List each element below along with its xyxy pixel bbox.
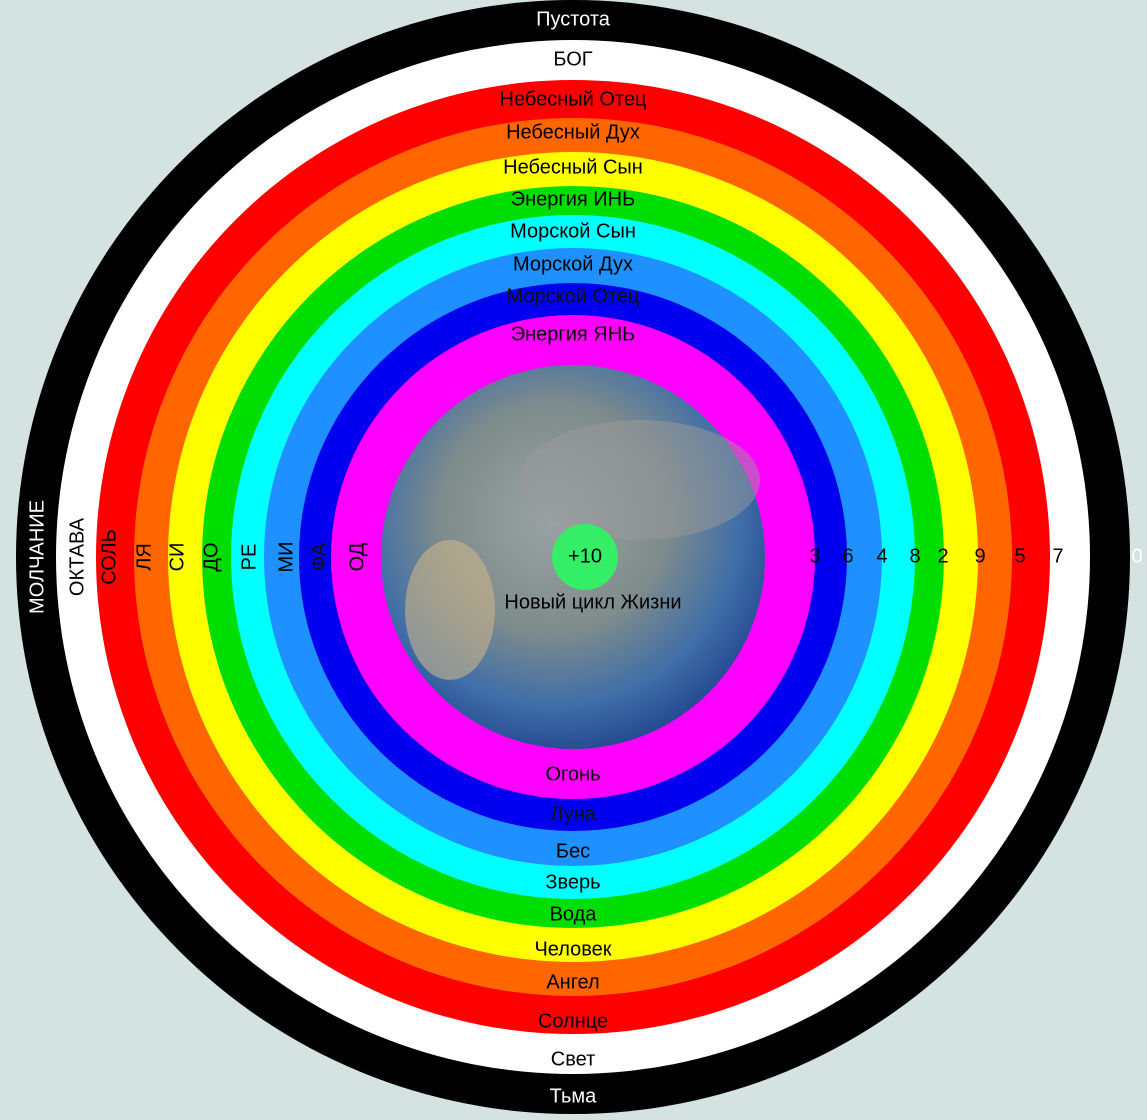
ring-right-label: 8: [909, 545, 920, 567]
earth-land: [520, 420, 760, 540]
ring-bottom-label: Человек: [534, 938, 611, 960]
ring-left-label: ЛЯ: [133, 543, 155, 571]
ring-right-label: 1: [1092, 545, 1103, 567]
ring-left-label: ОД: [346, 542, 368, 571]
ring-top-label: Пустота: [536, 8, 611, 30]
labels: Пустота Тьма МОЛЧАНИЕ 0 БОГ Свет ОКТАВА 1 Небесн…: [26, 8, 1142, 1107]
ring-top-label: Морской Дух: [513, 253, 633, 275]
ring-left-label: ФА: [308, 542, 330, 571]
ring-bottom-label: Луна: [550, 803, 596, 825]
ring-right-label: 3: [809, 545, 820, 567]
center-badge: [552, 524, 618, 590]
ring-bottom-label: Бес: [556, 840, 590, 862]
ring-bottom-label: Вода: [550, 903, 598, 925]
ring-bottom-label: Огонь: [546, 763, 601, 785]
ring-left-label: МИ: [275, 541, 297, 572]
ring-top-label: Небесный Отец: [500, 88, 647, 110]
ring-left-label: ОКТАВА: [66, 517, 88, 596]
center-caption: Новый цикл Жизни: [504, 591, 681, 613]
ring-right-label: 6: [842, 545, 853, 567]
ring-top-label: Энергия ЯНЬ: [511, 323, 636, 345]
ring-left-label: РЕ: [238, 544, 260, 571]
ring-left-label: МОЛЧАНИЕ: [26, 500, 48, 614]
ring-right-label: 7: [1052, 545, 1063, 567]
ring-top-label: Морской Отец: [506, 285, 639, 307]
earth-land: [405, 540, 495, 680]
ring-top-label: Энергия ИНЬ: [511, 188, 635, 210]
ring-top-label: Небесный Сын: [503, 156, 643, 178]
ring-right-label: 5: [1014, 545, 1025, 567]
ring-right-label: 2: [937, 545, 948, 567]
ring-top-label: Морской Сын: [510, 220, 636, 242]
ring-bottom-label: Зверь: [545, 871, 600, 893]
ring-left-label: СИ: [166, 543, 188, 572]
ring-left-label: СОЛЬ: [98, 529, 120, 585]
ring-left-label: ДО: [200, 542, 222, 571]
ring-right-label: 0: [1131, 545, 1142, 567]
ring-top-label: БОГ: [553, 48, 592, 70]
ring-bottom-label: Свет: [551, 1048, 595, 1070]
ring-top-label: Небесный Дух: [506, 121, 640, 143]
ring-right-label: 4: [876, 545, 887, 567]
ring-bottom-label: Солнце: [538, 1010, 608, 1032]
ring-right-label: 9: [974, 545, 985, 567]
ring-bottom-label: Ангел: [546, 971, 599, 993]
ring-bottom-label: Тьма: [550, 1085, 598, 1107]
center-badge-label: +10: [568, 545, 602, 567]
